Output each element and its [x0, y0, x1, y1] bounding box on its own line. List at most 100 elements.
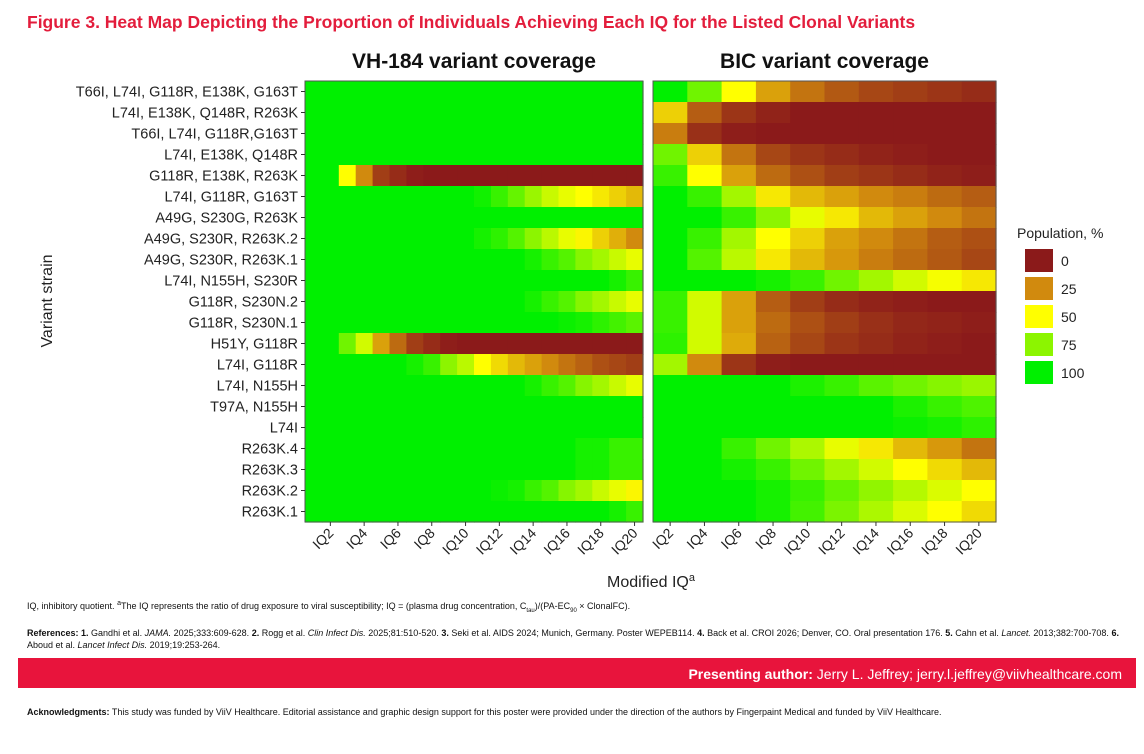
heat-cell — [961, 375, 997, 397]
heat-cell — [790, 186, 826, 208]
heat-cell — [474, 144, 492, 166]
heat-cell — [305, 333, 323, 355]
heat-cell — [927, 102, 963, 124]
heat-cell — [440, 165, 458, 187]
x-tick-label: IQ10 — [781, 525, 814, 558]
heat-cell — [457, 333, 475, 355]
heat-cell — [507, 438, 526, 460]
heat-cell — [321, 396, 340, 418]
heat-cell — [457, 123, 475, 145]
heat-cell — [507, 270, 526, 292]
heat-cell — [858, 312, 894, 334]
row-label: R263K.1 — [242, 505, 298, 521]
legend-swatch — [1025, 277, 1053, 300]
heat-cell — [457, 501, 475, 523]
heat-cell — [687, 396, 723, 418]
heat-cell — [824, 123, 860, 145]
heat-cell — [490, 438, 509, 460]
heat-cell — [423, 207, 441, 229]
heat-cell — [355, 396, 374, 418]
heat-cell — [609, 438, 627, 460]
heat-cell — [721, 354, 757, 376]
heat-cell — [653, 459, 688, 481]
heat-cell — [474, 165, 492, 187]
heat-cell — [355, 249, 374, 271]
heat-cell — [893, 270, 928, 292]
heat-cell — [927, 123, 963, 145]
presenting-author-value[interactable]: Jerry L. Jeffrey; jerry.l.jeffrey@viivhe… — [812, 666, 1122, 682]
heat-cell — [338, 228, 357, 250]
heat-cell — [626, 207, 644, 229]
heat-cell — [372, 207, 391, 229]
heat-cell — [824, 417, 860, 439]
heat-cell — [372, 312, 391, 334]
heat-cell — [389, 333, 407, 355]
heat-cell — [423, 291, 441, 313]
heat-cell — [490, 249, 509, 271]
heat-cell — [687, 375, 723, 397]
heat-cell — [541, 417, 560, 439]
heat-cell — [592, 459, 610, 481]
heat-cell — [609, 144, 627, 166]
heat-cell — [490, 480, 509, 502]
heat-cell — [575, 501, 593, 523]
heat-cell — [490, 81, 509, 103]
heat-cell — [858, 228, 894, 250]
heat-cell — [790, 417, 826, 439]
heat-cell — [474, 291, 492, 313]
heat-cell — [305, 102, 323, 124]
heat-cell — [423, 102, 441, 124]
heat-cell — [507, 186, 526, 208]
heat-cell — [524, 354, 543, 376]
heat-cell — [790, 438, 826, 460]
heat-cell — [790, 396, 826, 418]
heat-cell — [575, 396, 593, 418]
heat-cell — [440, 123, 458, 145]
heat-cell — [305, 291, 323, 313]
heat-cell — [474, 480, 492, 502]
heat-cell — [626, 375, 644, 397]
heat-cell — [824, 102, 860, 124]
heat-cell — [626, 270, 644, 292]
heat-cell — [755, 333, 791, 355]
heat-cell — [541, 228, 560, 250]
heat-cell — [592, 354, 610, 376]
heat-cell — [755, 144, 791, 166]
heat-cell — [423, 228, 441, 250]
heat-cell — [721, 228, 757, 250]
heat-cell — [687, 270, 723, 292]
heat-cell — [321, 291, 340, 313]
heat-cell — [321, 186, 340, 208]
x-tick-label: IQ4 — [683, 525, 710, 552]
heat-cell — [609, 102, 627, 124]
heat-cell — [355, 207, 374, 229]
heat-cell — [592, 186, 610, 208]
heat-cell — [457, 165, 475, 187]
heat-cell — [961, 459, 997, 481]
heat-cell — [927, 417, 963, 439]
heat-cell — [389, 396, 407, 418]
heat-cell — [541, 81, 560, 103]
heat-cell — [541, 207, 560, 229]
heat-cell — [653, 249, 688, 271]
heat-cell — [721, 417, 757, 439]
heat-cell — [440, 207, 458, 229]
heat-cell — [507, 228, 526, 250]
legend-label: 100 — [1061, 365, 1085, 381]
heat-cell — [824, 312, 860, 334]
heat-cell — [558, 396, 576, 418]
heat-cell — [507, 165, 526, 187]
heat-cell — [372, 249, 391, 271]
heat-cell — [457, 270, 475, 292]
heat-cell — [406, 480, 424, 502]
heat-cell — [321, 501, 340, 523]
heat-cell — [355, 417, 374, 439]
heat-cell — [609, 207, 627, 229]
reference-1: 1. Gandhi et al. JAMA. 2025;333:609-628. — [81, 628, 252, 638]
heat-cell — [355, 312, 374, 334]
heat-cell — [721, 291, 757, 313]
heat-cell — [372, 501, 391, 523]
heat-cell — [524, 459, 543, 481]
heat-cell — [406, 438, 424, 460]
heat-cell — [626, 81, 644, 103]
